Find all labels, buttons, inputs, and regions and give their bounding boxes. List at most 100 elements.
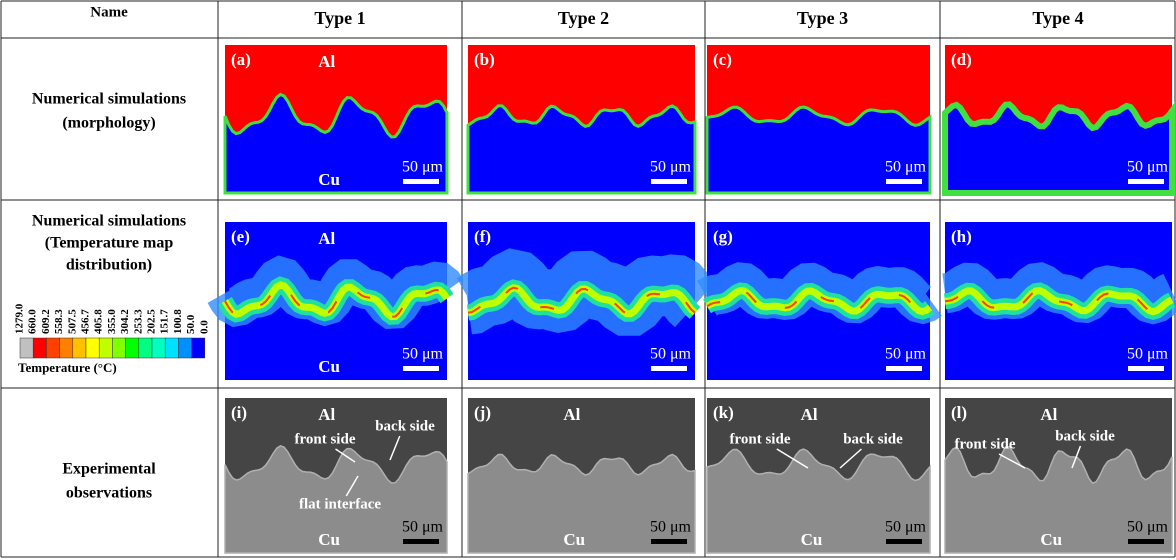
- panel-tag: (b): [474, 50, 495, 69]
- scale-label: 50 μm: [885, 346, 927, 363]
- annotation-arrow: [839, 448, 862, 469]
- legend-swatch: [19, 337, 34, 359]
- peak-band: [944, 289, 1173, 313]
- row-label: Experimental: [62, 461, 156, 478]
- legend-swatch: [59, 337, 74, 359]
- scale-label: 50 μm: [650, 519, 692, 536]
- scale-bar: [651, 179, 687, 184]
- row-label: (morphology): [62, 115, 155, 132]
- material-label: Cu: [318, 530, 340, 549]
- column-header: Type 3: [797, 8, 848, 28]
- legend-value: 558.3: [53, 309, 65, 334]
- hotter-band: [705, 287, 933, 316]
- legend-swatch: [98, 337, 113, 359]
- legend-swatch: [151, 337, 166, 359]
- legend-value: 202.5: [146, 309, 158, 334]
- legend-value: 355.0: [106, 309, 118, 334]
- peak-band: [467, 286, 696, 315]
- material-label: Al: [318, 229, 335, 248]
- legend-value: 253.3: [132, 309, 144, 334]
- annotation-arrow: [345, 475, 359, 497]
- material-label: Al: [1040, 405, 1057, 424]
- material-label: Al: [318, 52, 335, 71]
- row-label: Numerical simulations: [32, 213, 186, 230]
- material-label: Cu: [318, 170, 340, 189]
- panel-tag: (k): [713, 403, 734, 422]
- legend-swatch: [112, 337, 126, 359]
- scale-label: 50 μm: [1127, 346, 1169, 363]
- material-label: Al: [318, 405, 335, 424]
- legend-swatch: [46, 337, 60, 359]
- scale-label: 50 μm: [402, 159, 444, 176]
- panel-tag: (e): [231, 227, 250, 246]
- column-header: Name: [90, 4, 128, 20]
- legend-value: 1279.0: [14, 303, 26, 334]
- row-label: observations: [66, 485, 152, 502]
- copper-region: [944, 445, 1173, 554]
- scale-bar: [1128, 179, 1164, 184]
- peak-band: [224, 283, 448, 318]
- scale-bar: [886, 366, 922, 371]
- row-label: distribution): [66, 257, 152, 274]
- legend-swatch: [72, 337, 87, 359]
- scale-bar: [886, 179, 922, 184]
- legend-value: 507.5: [66, 309, 78, 334]
- copper-region: [467, 453, 696, 554]
- panel: (f) 50 μm: [456, 222, 716, 380]
- column-header: Type 2: [558, 8, 609, 28]
- panel: (c) 50 μm: [705, 45, 932, 195]
- material-label: Cu: [801, 530, 823, 549]
- scale-bar: [403, 539, 439, 544]
- scale-label: 50 μm: [402, 519, 444, 536]
- annotation-arrow: [1071, 445, 1082, 469]
- panel: (e) Al Cu 50 μm: [207, 222, 464, 380]
- legend-value: 660.0: [27, 309, 39, 334]
- scale-label: 50 μm: [885, 159, 927, 176]
- panel-tag: (d): [951, 50, 972, 69]
- scale-bar: [403, 179, 439, 184]
- panel-tag: (j): [474, 403, 491, 422]
- scale-bar: [1128, 539, 1164, 544]
- copper-region: [223, 92, 449, 195]
- annotation-arrow: [389, 435, 401, 461]
- scale-bar: [886, 539, 922, 544]
- panel: (j) Al Cu 50 μm: [467, 398, 696, 554]
- panel: (i) Al Cu 50 μm front side back side flat inte…: [224, 398, 448, 554]
- legend-value: 456.7: [80, 309, 92, 334]
- scale-bar: [651, 366, 687, 371]
- panel-tag: (l): [951, 403, 967, 422]
- scale-label: 50 μm: [885, 519, 927, 536]
- panel: (k) Al Cu 50 μm front side back side: [706, 398, 931, 554]
- legend-swatch: [164, 337, 179, 359]
- scale-label: 50 μm: [1127, 519, 1169, 536]
- legend-value: 0.0: [198, 320, 210, 334]
- annotation: front side: [955, 436, 1016, 452]
- row-label: Numerical simulations: [32, 91, 186, 108]
- scale-label: 50 μm: [1127, 159, 1169, 176]
- legend-swatch: [85, 337, 100, 359]
- legend-value: 304.2: [119, 309, 131, 334]
- copper-region: [224, 444, 448, 554]
- panel: (h) 50 μm: [942, 222, 1176, 380]
- row-label: (Temperature map: [45, 235, 174, 252]
- legend-swatch: [138, 337, 153, 359]
- legend-value: 100.8: [172, 309, 184, 334]
- material-label: Al: [801, 405, 818, 424]
- copper-region: [942, 101, 1175, 196]
- annotation: back side: [843, 431, 903, 447]
- copper-region: [466, 104, 697, 195]
- annotation: back side: [1055, 428, 1115, 444]
- scale-label: 50 μm: [650, 159, 692, 176]
- legend-title: Temperature (°C): [18, 360, 117, 375]
- column-header: Type 1: [314, 8, 365, 28]
- material-label: Cu: [563, 530, 585, 549]
- scale-label: 50 μm: [650, 346, 692, 363]
- annotation-arrow: [335, 448, 356, 463]
- scale-label: 50 μm: [402, 346, 444, 363]
- legend-swatch: [125, 337, 140, 359]
- panel-tag: (h): [951, 227, 972, 246]
- legend-swatch: [178, 337, 192, 359]
- panel: (l) Al Cu 50 μm front side back side: [944, 398, 1173, 554]
- annotation: back side: [375, 418, 435, 434]
